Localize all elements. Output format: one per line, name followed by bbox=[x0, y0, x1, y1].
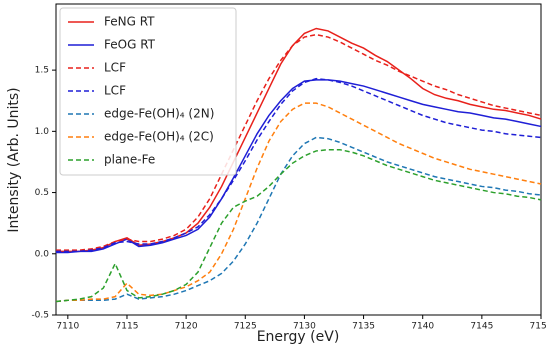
x-tick-label: 7150 bbox=[530, 322, 547, 332]
x-tick-label: 7125 bbox=[234, 322, 257, 332]
legend-label: FeOG RT bbox=[104, 38, 156, 52]
legend-label: LCF bbox=[104, 84, 126, 98]
y-tick-label: 1.5 bbox=[35, 66, 49, 76]
series-line bbox=[56, 77, 542, 253]
x-tick-label: 7140 bbox=[411, 322, 434, 332]
x-tick-label: 7115 bbox=[116, 322, 139, 332]
y-tick-label: -0.5 bbox=[31, 311, 49, 321]
legend-label: edge-Fe(OH)₄ (2C) bbox=[104, 130, 214, 144]
legend-label: LCF bbox=[104, 61, 126, 75]
legend-label: edge-Fe(OH)₄ (2N) bbox=[104, 107, 214, 121]
y-axis-label: Intensity (Arb. Units) bbox=[6, 87, 22, 232]
series-line bbox=[55, 136, 542, 303]
x-tick-label: 7130 bbox=[293, 322, 316, 332]
x-tick-label: 7120 bbox=[175, 322, 198, 332]
series-line bbox=[56, 33, 542, 251]
y-tick-label: 0.0 bbox=[35, 249, 50, 259]
series-line bbox=[55, 148, 542, 303]
series-line bbox=[56, 79, 542, 254]
legend-box bbox=[59, 7, 237, 176]
y-tick-label: 1.0 bbox=[35, 127, 50, 137]
legend-label: plane-Fe bbox=[104, 153, 155, 167]
x-tick-label: 7110 bbox=[56, 322, 79, 332]
series-line bbox=[55, 102, 542, 303]
x-tick-label: 7145 bbox=[470, 322, 493, 332]
x-tick-label: 7135 bbox=[352, 322, 375, 332]
legend-label: FeNG RT bbox=[104, 15, 155, 29]
x-axis-label: Energy (eV) bbox=[257, 329, 340, 344]
y-tick-label: 0.5 bbox=[35, 188, 49, 198]
plot-frame bbox=[55, 3, 542, 316]
